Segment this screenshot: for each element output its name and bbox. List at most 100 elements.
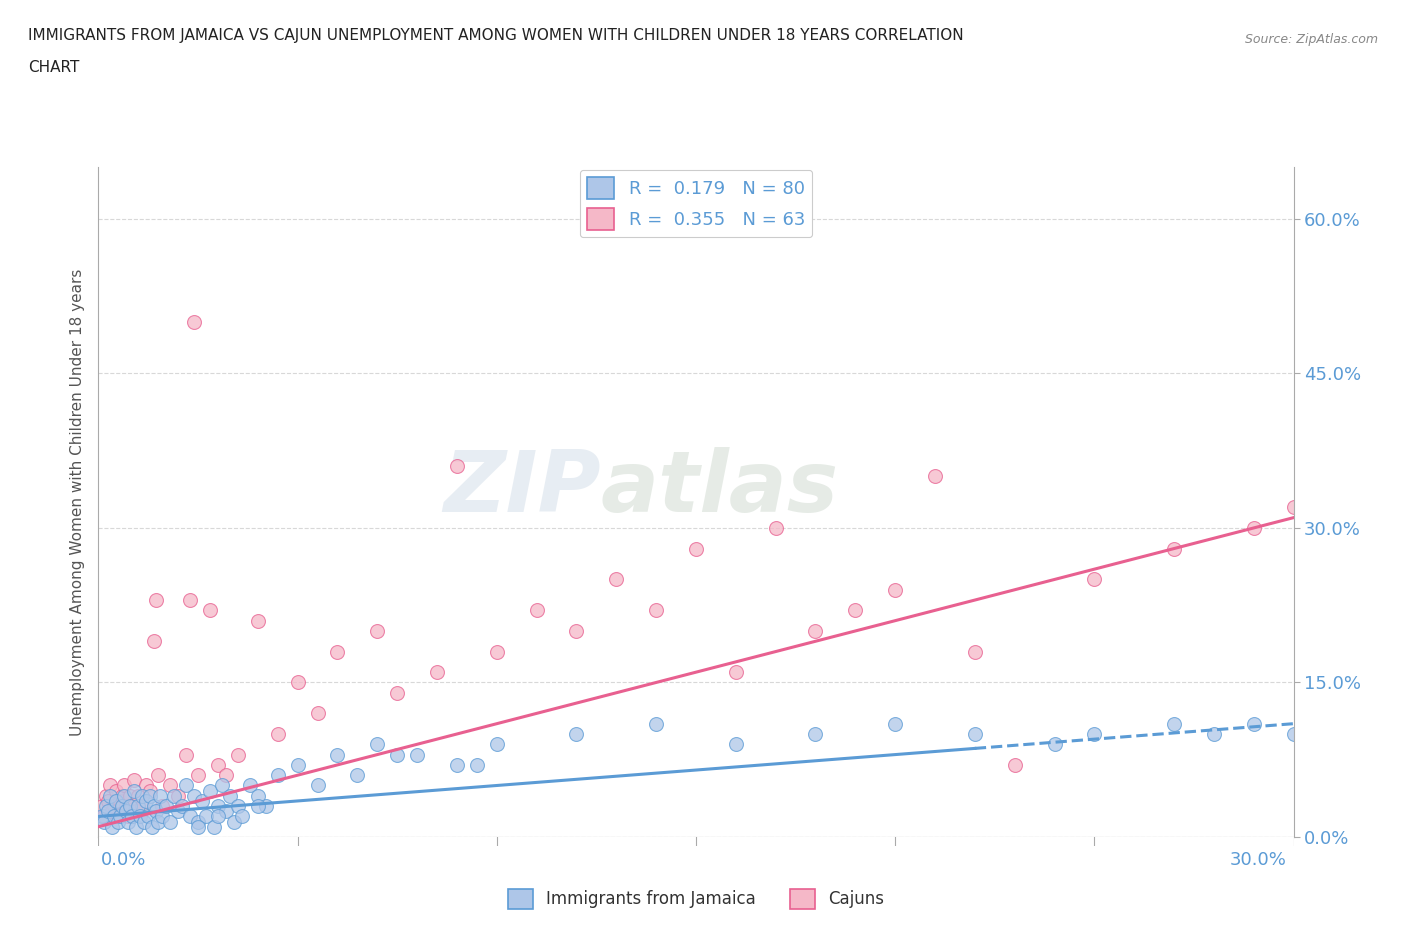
Point — [121, 809, 143, 824]
Text: Source: ZipAtlas.com: Source: ZipAtlas.com — [1244, 33, 1378, 46]
Point — [963, 644, 986, 659]
Point — [97, 793, 120, 808]
Point — [143, 634, 166, 649]
Point — [485, 644, 508, 659]
Point — [117, 814, 139, 829]
Point — [117, 809, 139, 824]
Point — [121, 799, 143, 814]
Text: IMMIGRANTS FROM JAMAICA VS CAJUN UNEMPLOYMENT AMONG WOMEN WITH CHILDREN UNDER 18: IMMIGRANTS FROM JAMAICA VS CAJUN UNEMPLO… — [28, 28, 963, 43]
Point — [150, 799, 173, 814]
Point — [426, 665, 449, 680]
Point — [105, 793, 128, 808]
Point — [804, 726, 827, 741]
Point — [207, 757, 229, 772]
Point — [98, 789, 122, 804]
Point — [97, 804, 120, 818]
Point — [685, 541, 707, 556]
Point — [1282, 726, 1305, 741]
Point — [406, 747, 429, 762]
Point — [155, 799, 177, 814]
Point — [226, 747, 249, 762]
Point — [1282, 500, 1305, 515]
Point — [222, 814, 245, 829]
Point — [246, 789, 269, 804]
Point — [183, 314, 205, 329]
Point — [605, 572, 627, 587]
Text: 30.0%: 30.0% — [1230, 851, 1286, 869]
Point — [135, 793, 157, 808]
Point — [326, 747, 349, 762]
Point — [112, 778, 135, 793]
Point — [215, 768, 238, 783]
Point — [93, 814, 115, 829]
Point — [1243, 521, 1265, 536]
Point — [115, 799, 138, 814]
Point — [884, 582, 907, 597]
Point — [150, 809, 173, 824]
Point — [120, 789, 142, 804]
Point — [187, 768, 209, 783]
Point — [167, 789, 190, 804]
Point — [103, 809, 125, 824]
Point — [326, 644, 349, 659]
Point — [215, 804, 238, 818]
Point — [124, 783, 146, 798]
Point — [159, 814, 181, 829]
Point — [111, 789, 134, 804]
Point — [226, 799, 249, 814]
Point — [179, 592, 201, 607]
Point — [287, 757, 309, 772]
Point — [135, 778, 157, 793]
Point — [141, 819, 163, 834]
Point — [191, 793, 214, 808]
Point — [231, 809, 253, 824]
Point — [96, 799, 118, 814]
Point — [1163, 541, 1185, 556]
Point — [110, 793, 132, 808]
Point — [134, 814, 156, 829]
Point — [101, 804, 124, 818]
Point — [179, 809, 201, 824]
Point — [884, 716, 907, 731]
Legend: Immigrants from Jamaica, Cajuns: Immigrants from Jamaica, Cajuns — [502, 882, 890, 916]
Point — [107, 809, 129, 824]
Text: 0.0%: 0.0% — [101, 851, 146, 869]
Point — [98, 778, 122, 793]
Point — [136, 809, 159, 824]
Point — [645, 716, 668, 731]
Point — [115, 804, 138, 818]
Point — [148, 768, 170, 783]
Point — [187, 819, 209, 834]
Point — [385, 685, 409, 700]
Point — [174, 747, 197, 762]
Point — [91, 799, 114, 814]
Point — [127, 789, 149, 804]
Point — [103, 799, 125, 814]
Point — [385, 747, 409, 762]
Point — [1083, 572, 1105, 587]
Point — [195, 809, 218, 824]
Point — [183, 789, 205, 804]
Point — [1004, 757, 1026, 772]
Point — [366, 623, 388, 638]
Point — [724, 665, 747, 680]
Point — [127, 799, 149, 814]
Point — [198, 783, 221, 798]
Point — [239, 778, 262, 793]
Point — [1163, 716, 1185, 731]
Point — [129, 809, 152, 824]
Point — [1243, 716, 1265, 731]
Point — [112, 789, 135, 804]
Point — [91, 809, 114, 824]
Point — [145, 804, 167, 818]
Point — [211, 778, 233, 793]
Point — [131, 789, 153, 804]
Point — [526, 603, 548, 618]
Point — [131, 799, 153, 814]
Point — [159, 778, 181, 793]
Point — [101, 819, 124, 834]
Point — [93, 809, 115, 824]
Point — [139, 783, 162, 798]
Point — [346, 768, 368, 783]
Point — [724, 737, 747, 751]
